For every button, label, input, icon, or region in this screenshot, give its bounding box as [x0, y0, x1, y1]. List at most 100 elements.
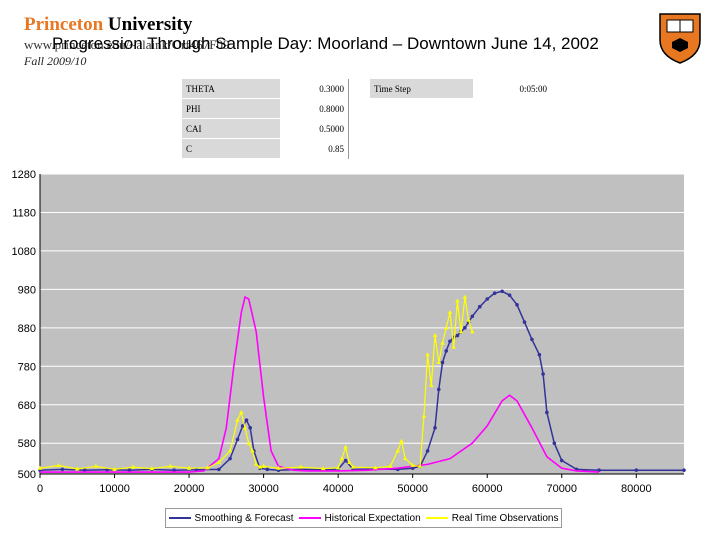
data-point-realtime [462, 294, 468, 299]
data-point-realtime [168, 463, 173, 468]
data-point-realtime [425, 352, 430, 357]
data-point-forecast [82, 468, 87, 472]
page-title: Progression Through Sample Day: Moorland… [52, 34, 599, 53]
legend-item-historical: Historical Expectation [298, 512, 421, 524]
data-point-forecast [228, 456, 232, 461]
data-point-realtime [395, 448, 400, 453]
data-point-realtime [253, 461, 259, 466]
data-point-forecast [530, 337, 534, 342]
parameter-name: PHI [182, 98, 280, 119]
parameter-row: PHI 0.8000 [182, 98, 349, 119]
data-point-forecast [425, 449, 430, 453]
y-tick-label: 1280 [12, 169, 36, 181]
timestep-label: Time Step [370, 79, 473, 98]
timestep-value: 0:05:00 [519, 83, 547, 94]
y-tick-label: 980 [18, 284, 36, 296]
data-point-realtime [458, 329, 464, 334]
data-point-forecast [343, 458, 348, 463]
traffic-chart: 500 580 680 780 880 980 1080 1180 1280 0 10000 2000… [12, 169, 686, 495]
legend-item-forecast: Smoothing & Forecast [168, 512, 294, 524]
data-point-forecast [463, 326, 467, 330]
data-point-realtime [93, 463, 99, 468]
plot-area [40, 174, 684, 474]
data-point-realtime [399, 438, 404, 443]
data-point-realtime [205, 465, 210, 470]
data-point-realtime [261, 463, 266, 468]
data-point-forecast [492, 291, 497, 296]
parameter-table: THETA 0.3000 PHI 0.8000 CAI 0.5000 C 0.85 [182, 79, 349, 159]
x-tick-label: 70000 [546, 483, 577, 495]
data-point-realtime [335, 465, 341, 470]
data-point-realtime [227, 448, 233, 453]
data-point-realtime [56, 463, 61, 468]
brand-sub: University [107, 14, 193, 35]
y-tick-label: 580 [18, 438, 36, 450]
x-tick-label: 10000 [99, 483, 130, 495]
parameter-name: C [182, 138, 280, 159]
data-point-forecast [470, 314, 475, 319]
timestep-row: Time Step 0:05:00 [370, 79, 551, 98]
data-point-forecast [217, 467, 221, 472]
data-point-realtime [466, 317, 471, 322]
data-point-realtime [257, 464, 263, 469]
data-point-realtime [321, 466, 326, 471]
data-point-realtime [432, 333, 438, 338]
data-point-realtime [130, 464, 136, 469]
data-point-realtime [417, 463, 423, 468]
parameter-value: 0.8000 [280, 98, 349, 119]
data-point-realtime [447, 309, 453, 314]
data-point-forecast [410, 466, 415, 471]
data-point-realtime [250, 448, 255, 453]
data-point-forecast [515, 302, 519, 307]
parameter-name: THETA [182, 79, 280, 99]
data-point-forecast [172, 468, 176, 472]
data-point-forecast [235, 437, 240, 442]
data-point-realtime [403, 456, 408, 461]
y-tick-label: 680 [18, 400, 36, 412]
semester-label: Fall 2009/10 [24, 54, 87, 68]
data-point-realtime [75, 466, 80, 471]
data-point-forecast [682, 468, 686, 472]
data-point-forecast [507, 293, 512, 297]
data-point-forecast [244, 418, 249, 422]
legend-item-realtime: Real Time Observations [425, 513, 558, 524]
y-tick-label: 1180 [12, 207, 36, 219]
data-point-realtime [455, 298, 460, 303]
parameter-row: C 0.85 [182, 138, 349, 159]
data-point-forecast [537, 352, 542, 357]
data-point-realtime [149, 466, 155, 471]
data-point-realtime [440, 340, 445, 345]
parameter-name: CAI [182, 118, 280, 139]
x-tick-label: 80000 [621, 483, 652, 495]
data-point-realtime [112, 466, 117, 471]
data-point-forecast [500, 289, 504, 294]
data-point-realtime [421, 413, 427, 418]
y-tick-label: 500 [18, 469, 36, 481]
y-tick-label: 780 [18, 361, 36, 373]
data-point-forecast [240, 424, 245, 428]
legend-label-forecast: Smoothing & Forecast [194, 512, 294, 524]
y-tick-label: 880 [18, 323, 36, 335]
data-point-forecast [552, 441, 557, 446]
course-url[interactable]: www.princeton.edu/~alaink/Orf467F09 [24, 37, 230, 52]
parameter-value: 0.85 [280, 138, 349, 159]
data-point-realtime [436, 359, 441, 364]
data-point-realtime [242, 425, 248, 430]
data-point-forecast [455, 333, 460, 338]
data-point-realtime [429, 383, 434, 388]
series-line-forecast [39, 290, 684, 471]
princeton-logo-text: Princeton University [24, 14, 192, 36]
data-point-forecast [522, 320, 527, 324]
data-point-realtime [186, 465, 192, 470]
legend-swatch-forecast [168, 517, 191, 519]
x-tick-label: 50000 [397, 483, 428, 495]
data-point-forecast [597, 468, 601, 472]
data-point-realtime [298, 464, 304, 469]
data-point-forecast [545, 410, 549, 415]
x-tick-label: 40000 [323, 483, 354, 495]
data-point-realtime [246, 440, 251, 445]
data-point-realtime [343, 444, 348, 449]
legend-label-historical: Historical Expectation [324, 512, 421, 524]
data-point-realtime [451, 344, 456, 349]
data-point-realtime [350, 464, 356, 469]
